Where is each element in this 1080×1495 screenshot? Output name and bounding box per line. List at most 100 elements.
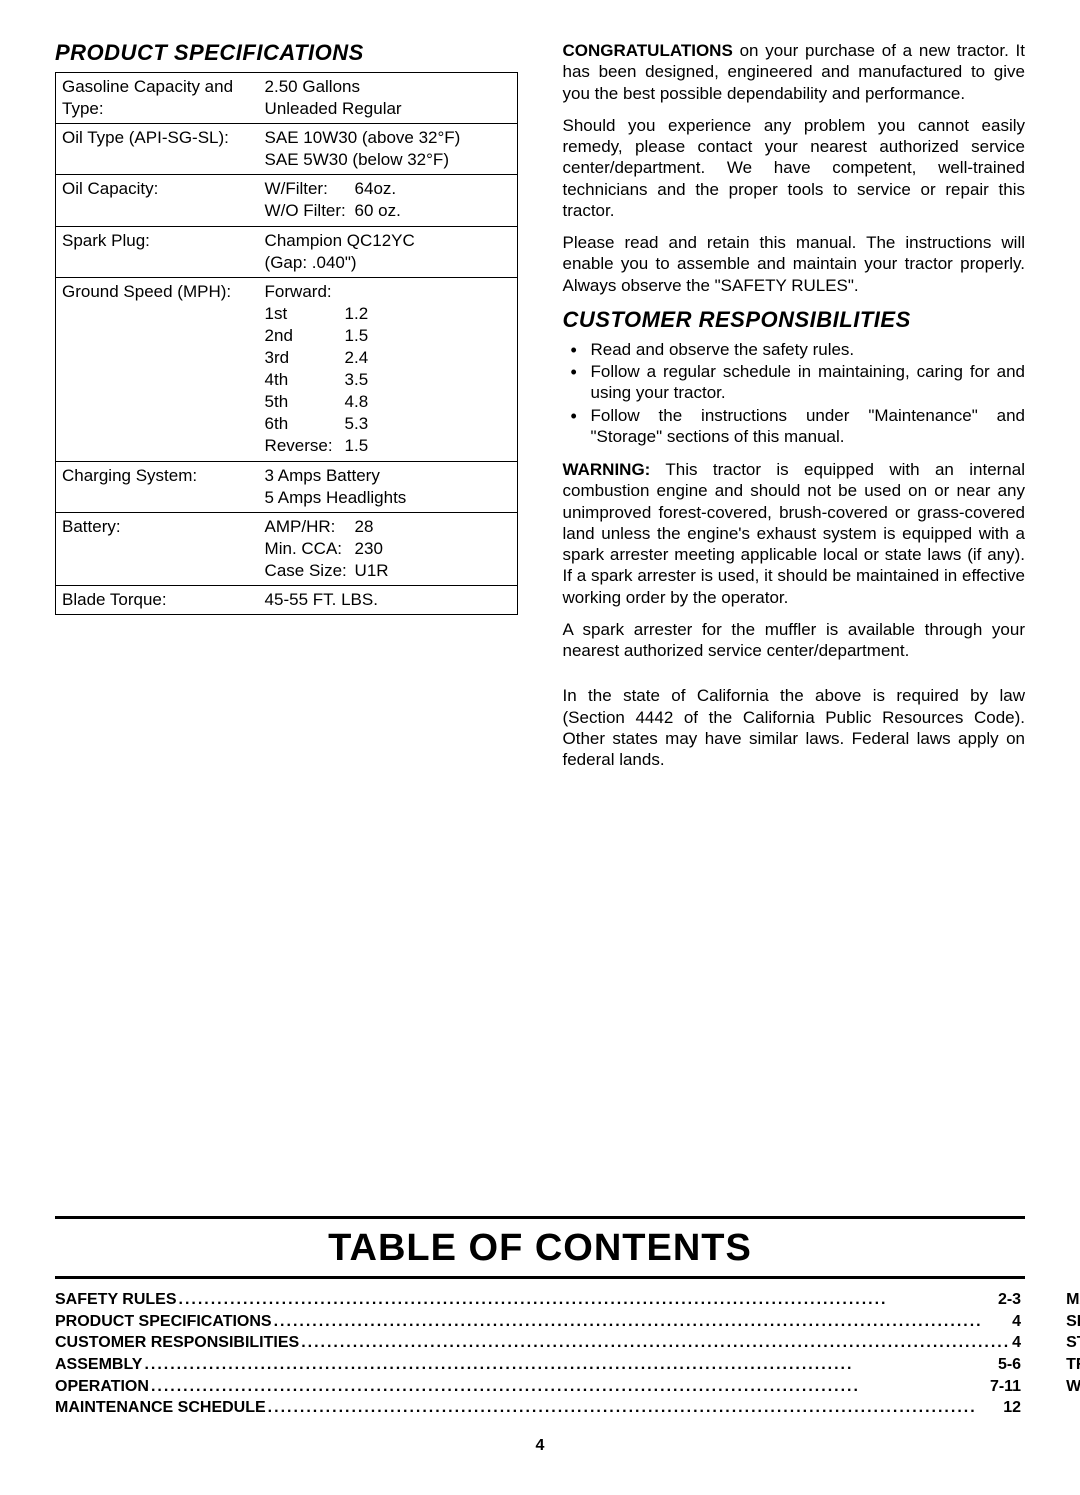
spec-value: W/Filter:64oz.W/O Filter:60 oz. — [259, 175, 517, 226]
list-item: Follow the instructions under "Maintenan… — [563, 405, 1026, 448]
spec-line: Champion QC12YC — [265, 230, 511, 252]
spec-label: Charging System: — [56, 461, 259, 512]
spec-subkv-val: 5.3 — [345, 413, 369, 435]
spec-kv-key: W/Filter: — [265, 178, 355, 200]
spec-subkv: 2nd1.5 — [265, 325, 511, 347]
spec-row: Charging System:3 Amps Battery5 Amps Hea… — [56, 461, 518, 512]
spec-subkv: 6th5.3 — [265, 413, 511, 435]
toc-page: 4 — [1012, 1332, 1021, 1354]
responsibilities-heading: CUSTOMER RESPONSIBILITIES — [563, 307, 1026, 333]
spec-subkv-key: 2nd — [265, 325, 345, 347]
toc-label: CUSTOMER RESPONSIBILITIES — [55, 1332, 299, 1354]
toc-label: PRODUCT SPECIFICATIONS — [55, 1311, 272, 1333]
para-3: Please read and retain this manual. The … — [563, 232, 1026, 296]
spec-subkv: 3rd2.4 — [265, 347, 511, 369]
spec-kv-key: W/O Filter: — [265, 200, 355, 222]
para-5: A spark arrester for the muffler is avai… — [563, 619, 1026, 662]
toc-page: 7-11 — [990, 1376, 1021, 1398]
toc-entry: ASSEMBLY 5-6 — [55, 1354, 1021, 1376]
spec-kv: W/O Filter:60 oz. — [265, 200, 511, 222]
spec-subkv: 1st1.2 — [265, 303, 511, 325]
toc-title: TABLE OF CONTENTS — [55, 1219, 1025, 1276]
toc-entry: PRODUCT SPECIFICATIONS 4 — [55, 1311, 1021, 1333]
toc-rule-bottom — [55, 1276, 1025, 1279]
spec-line: (Gap: .040") — [265, 252, 511, 274]
toc-columns: SAFETY RULES2-3PRODUCT SPECIFICATIONS 4 CU… — [55, 1289, 1025, 1419]
congrats-label: CONGRATULATIONS — [563, 41, 733, 60]
spec-value: AMP/HR:28Min. CCA:230Case Size:U1R — [259, 512, 517, 585]
spec-value: 45-55 FT. LBS. — [259, 585, 517, 614]
spec-subkv-key: 1st — [265, 303, 345, 325]
spec-row: Oil Type (API-SG-SL):SAE 10W30 (above 32… — [56, 124, 518, 175]
spec-kv-val: U1R — [355, 560, 389, 582]
warning-text: This tractor is equipped with an interna… — [563, 460, 1026, 607]
main-columns: PRODUCT SPECIFICATIONS Gasoline Capacity… — [55, 40, 1025, 781]
spec-label: Oil Type (API-SG-SL): — [56, 124, 259, 175]
spec-value: 2.50 GallonsUnleaded Regular — [259, 73, 517, 124]
toc-dots — [179, 1289, 996, 1311]
toc-label: WARRANTY — [1066, 1376, 1080, 1398]
spec-label: Ground Speed (MPH): — [56, 277, 259, 461]
toc-col-right: MAINTENANCE12-15SERVICE AND ADJUSTMENTS1… — [1066, 1289, 1080, 1419]
right-column: CONGRATULATIONS on your purchase of a ne… — [563, 40, 1026, 781]
spec-line: 3 Amps Battery — [265, 465, 511, 487]
spec-label: Spark Plug: — [56, 226, 259, 277]
toc-entry: SAFETY RULES2-3 — [55, 1289, 1021, 1311]
toc-page: 12 — [1003, 1397, 1021, 1419]
spec-line: Unleaded Regular — [265, 98, 511, 120]
toc-label: MAINTENANCE — [1066, 1289, 1080, 1311]
spec-subkv-val: 1.2 — [345, 303, 369, 325]
toc-label: STORAGE — [1066, 1332, 1080, 1354]
toc-dots — [274, 1311, 1011, 1333]
spec-subkv-key: 3rd — [265, 347, 345, 369]
spec-kv: AMP/HR:28 — [265, 516, 511, 538]
spec-subkv: 4th3.5 — [265, 369, 511, 391]
spec-subkv: Reverse:1.5 — [265, 435, 511, 457]
spec-subkv-val: 3.5 — [345, 369, 369, 391]
toc-page: 4 — [1012, 1311, 1021, 1333]
spec-label: Battery: — [56, 512, 259, 585]
toc-entry: STORAGE22 — [1066, 1332, 1080, 1354]
spec-row: Battery:AMP/HR:28Min. CCA:230Case Size:U… — [56, 512, 518, 585]
spec-kv: Min. CCA:230 — [265, 538, 511, 560]
spec-line: 45-55 FT. LBS. — [265, 589, 511, 611]
toc-entry: OPERATION 7-11 — [55, 1376, 1021, 1398]
spec-kv-val: 230 — [355, 538, 383, 560]
spec-row: Gasoline Capacity and Type:2.50 GallonsU… — [56, 73, 518, 124]
spec-heading: PRODUCT SPECIFICATIONS — [55, 40, 518, 66]
toc-dots — [144, 1354, 996, 1376]
list-item: Read and observe the safety rules. — [563, 339, 1026, 360]
toc-dots — [301, 1332, 1010, 1354]
spec-kv-val: 64oz. — [355, 178, 397, 200]
warning-label: WARNING: — [563, 460, 651, 479]
congrats-para: CONGRATULATIONS on your purchase of a ne… — [563, 40, 1026, 104]
spec-subkv-val: 1.5 — [345, 325, 369, 347]
toc-dots — [268, 1397, 1002, 1419]
spec-row: Oil Capacity:W/Filter:64oz.W/O Filter:60… — [56, 175, 518, 226]
spec-line: SAE 10W30 (above 32°F) — [265, 127, 511, 149]
spec-kv-key: AMP/HR: — [265, 516, 355, 538]
spec-subkv-val: 1.5 — [345, 435, 369, 457]
para-6: In the state of California the above is … — [563, 685, 1026, 770]
spec-value: SAE 10W30 (above 32°F)SAE 5W30 (below 32… — [259, 124, 517, 175]
spec-subkv: 5th4.8 — [265, 391, 511, 413]
spec-row: Ground Speed (MPH):Forward:1st1.22nd1.53… — [56, 277, 518, 461]
spec-line: SAE 5W30 (below 32°F) — [265, 149, 511, 171]
spec-subkv-key: 5th — [265, 391, 345, 413]
toc-label: ASSEMBLY — [55, 1354, 142, 1376]
spec-label: Blade Torque: — [56, 585, 259, 614]
toc-label: OPERATION — [55, 1376, 149, 1398]
spec-subkv-val: 4.8 — [345, 391, 369, 413]
spec-line: 5 Amps Headlights — [265, 487, 511, 509]
spec-value: Champion QC12YC(Gap: .040") — [259, 226, 517, 277]
toc-page: 5-6 — [998, 1354, 1021, 1376]
spec-kv-val: 60 oz. — [355, 200, 401, 222]
toc-col-left: SAFETY RULES2-3PRODUCT SPECIFICATIONS 4 CU… — [55, 1289, 1021, 1419]
spec-row: Blade Torque: 45-55 FT. LBS. — [56, 585, 518, 614]
toc-entry: SERVICE AND ADJUSTMENTS16-21 — [1066, 1311, 1080, 1333]
toc-entry: WARRANTY28 — [1066, 1376, 1080, 1398]
left-column: PRODUCT SPECIFICATIONS Gasoline Capacity… — [55, 40, 518, 781]
toc-entry: TROUBLESHOOTING23-24 — [1066, 1354, 1080, 1376]
spec-value: 3 Amps Battery5 Amps Headlights — [259, 461, 517, 512]
spec-kv-key: Min. CCA: — [265, 538, 355, 560]
